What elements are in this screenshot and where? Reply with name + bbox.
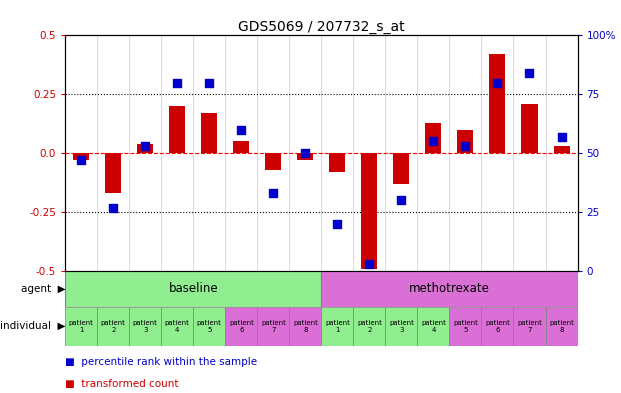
Text: patient
8: patient 8	[293, 320, 318, 333]
Bar	[73, 153, 89, 160]
Bar	[553, 146, 569, 153]
Text: agent  ▶: agent ▶	[20, 284, 65, 294]
Bar	[257, 307, 289, 346]
Point	[332, 221, 342, 227]
Bar	[481, 307, 514, 346]
Bar	[489, 54, 505, 153]
Text: patient
2: patient 2	[101, 320, 125, 333]
Point	[268, 190, 278, 196]
Title: GDS5069 / 207732_s_at: GDS5069 / 207732_s_at	[238, 20, 405, 34]
Point	[525, 70, 535, 76]
Bar	[65, 271, 322, 307]
Bar	[225, 307, 257, 346]
Bar	[193, 307, 225, 346]
Text: patient
2: patient 2	[357, 320, 382, 333]
Bar	[170, 106, 185, 153]
Bar	[105, 153, 121, 193]
Bar	[353, 307, 386, 346]
Bar	[361, 153, 378, 269]
Text: patient
4: patient 4	[165, 320, 189, 333]
Point	[140, 143, 150, 149]
Bar	[425, 123, 442, 153]
Bar	[522, 104, 538, 153]
Point	[461, 143, 471, 149]
Bar	[450, 307, 481, 346]
Text: patient
3: patient 3	[389, 320, 414, 333]
Text: patient
3: patient 3	[133, 320, 158, 333]
Text: patient
8: patient 8	[549, 320, 574, 333]
Bar	[129, 307, 161, 346]
Bar	[545, 307, 578, 346]
Text: patient
6: patient 6	[485, 320, 510, 333]
Bar	[265, 153, 281, 170]
Bar	[289, 307, 322, 346]
Point	[556, 134, 566, 140]
Text: patient
4: patient 4	[421, 320, 446, 333]
Text: baseline: baseline	[168, 282, 218, 296]
Bar	[322, 271, 578, 307]
Text: ■  percentile rank within the sample: ■ percentile rank within the sample	[65, 358, 257, 367]
Bar	[322, 307, 353, 346]
Bar	[161, 307, 193, 346]
Point	[492, 79, 502, 86]
Text: methotrexate: methotrexate	[409, 282, 490, 296]
Bar	[386, 307, 417, 346]
Text: patient
7: patient 7	[261, 320, 286, 333]
Text: individual  ▶: individual ▶	[0, 321, 65, 331]
Text: patient
6: patient 6	[229, 320, 254, 333]
Text: patient
1: patient 1	[325, 320, 350, 333]
Text: ■  transformed count: ■ transformed count	[65, 379, 179, 389]
Bar	[137, 144, 153, 153]
Text: patient
1: patient 1	[69, 320, 94, 333]
Point	[108, 204, 118, 211]
Bar	[233, 141, 249, 153]
Text: patient
5: patient 5	[453, 320, 478, 333]
Bar	[65, 307, 97, 346]
Point	[301, 150, 310, 156]
Bar	[297, 153, 314, 160]
Point	[428, 138, 438, 145]
Point	[172, 79, 182, 86]
Bar	[97, 307, 129, 346]
Bar	[394, 153, 409, 184]
Bar	[329, 153, 345, 172]
Point	[396, 197, 406, 204]
Point	[204, 79, 214, 86]
Bar	[417, 307, 450, 346]
Text: patient
5: patient 5	[197, 320, 222, 333]
Bar	[514, 307, 545, 346]
Point	[237, 127, 247, 133]
Point	[365, 261, 374, 267]
Bar	[201, 113, 217, 153]
Point	[76, 157, 86, 163]
Bar	[458, 130, 473, 153]
Text: patient
7: patient 7	[517, 320, 542, 333]
